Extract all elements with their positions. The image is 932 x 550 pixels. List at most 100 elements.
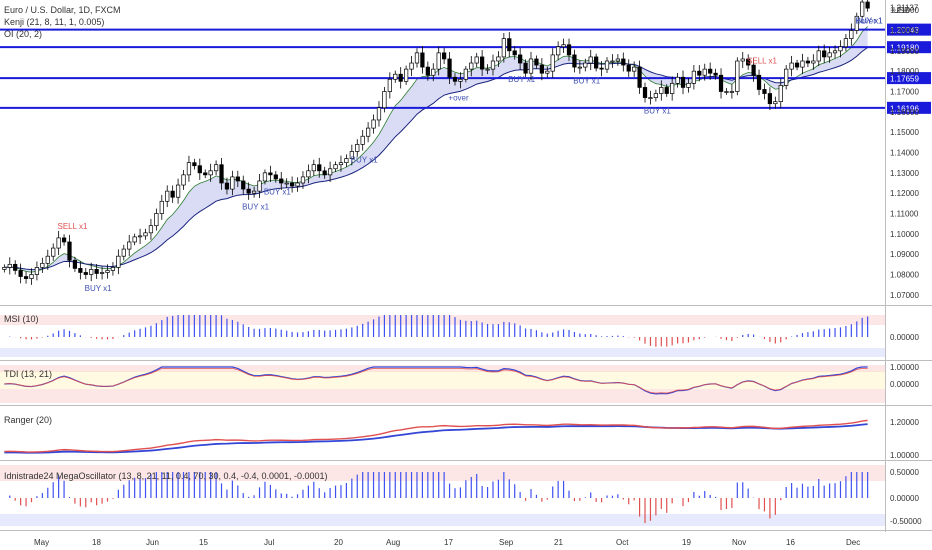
candle <box>262 172 268 182</box>
candle <box>170 190 175 198</box>
x-axis-label: 17 <box>444 538 453 547</box>
mega-tick-bottom: -0.50000 <box>890 517 922 526</box>
ranger-panel-title: Ranger (20) <box>4 415 52 425</box>
candle <box>116 255 121 268</box>
x-axis-label: 20 <box>334 538 343 547</box>
candle <box>648 97 653 99</box>
candle <box>425 66 430 76</box>
indicator-oi-label: OI (20, 2) <box>4 29 42 39</box>
ranger-lower-line <box>4 423 868 454</box>
candle <box>338 162 344 166</box>
msi-upper-band <box>0 315 885 325</box>
candle <box>409 62 414 70</box>
mega-tick-top: 0.50000 <box>890 468 919 477</box>
candle <box>496 56 501 62</box>
candle <box>235 176 240 182</box>
candle <box>789 62 794 70</box>
candle <box>686 83 691 88</box>
x-axis-label: 15 <box>199 538 208 547</box>
candle <box>137 235 143 238</box>
candle <box>2 267 7 270</box>
price-level-tag <box>887 23 931 36</box>
candle <box>251 190 257 194</box>
candle <box>550 54 555 72</box>
candle <box>653 93 658 98</box>
ranger-tick-top: 1.20000 <box>890 418 919 427</box>
ranger-upper-line <box>4 419 868 453</box>
candle <box>805 60 811 64</box>
candle <box>680 76 686 88</box>
candle <box>181 174 186 186</box>
candle <box>800 60 805 68</box>
candle <box>762 89 767 94</box>
candle <box>127 241 132 250</box>
price-tick: 1.11000 <box>890 210 919 219</box>
candle <box>746 58 751 66</box>
candle <box>295 182 300 187</box>
signal-label: BUY x1 <box>508 75 536 84</box>
price-tick: 1.16000 <box>890 108 919 117</box>
candle <box>610 60 615 63</box>
candle <box>756 74 762 90</box>
candle <box>659 87 664 94</box>
signal-label: BUY x1 <box>351 156 379 165</box>
candle <box>854 15 859 31</box>
x-axis-label: Dec <box>846 538 860 547</box>
candle <box>528 58 534 74</box>
candle <box>594 56 599 69</box>
candle <box>61 237 67 243</box>
candle <box>816 50 821 62</box>
candle <box>534 58 539 66</box>
x-axis-label: May <box>34 538 49 547</box>
price-panel[interactable]: 1.20043 1.19180 1.17659 1.16196 SELL x1 BUY x… <box>0 0 931 293</box>
signal-label: BUY x1 <box>644 106 672 115</box>
indicator-panels <box>0 315 885 526</box>
candle <box>89 269 94 275</box>
candle <box>729 91 735 93</box>
candle <box>822 50 827 58</box>
price-level-tag <box>887 41 931 54</box>
price-level-label: 1.19180 <box>890 44 919 53</box>
x-axis-label: Jul <box>264 538 274 547</box>
currency-label: USD <box>893 6 910 15</box>
signal-label: +over <box>856 17 877 26</box>
candle <box>740 58 745 62</box>
ranger-tick-bottom: 1.00000 <box>890 451 919 460</box>
candle <box>360 135 365 145</box>
candle <box>132 236 137 243</box>
candle <box>599 67 604 70</box>
candle <box>40 262 45 268</box>
price-tick: 1.17000 <box>890 88 919 97</box>
signal-label: BUY x1 <box>856 17 884 26</box>
candle <box>452 76 458 82</box>
candle <box>67 241 72 261</box>
candle <box>832 50 838 54</box>
candle <box>621 58 626 66</box>
candle <box>784 68 789 86</box>
candle <box>273 174 278 180</box>
last-price-label: 1.21137 <box>890 3 919 12</box>
candle <box>702 68 707 76</box>
candle <box>767 93 773 105</box>
candle <box>344 158 349 164</box>
candle <box>208 170 213 176</box>
candle <box>165 190 170 202</box>
candle <box>268 172 273 176</box>
candle <box>539 64 544 74</box>
fast-ma-line <box>4 26 868 273</box>
msi-lower-band <box>0 348 885 357</box>
candle <box>708 68 713 74</box>
chart-background <box>0 0 932 532</box>
candle <box>192 162 197 167</box>
candle <box>349 151 354 159</box>
candle <box>83 272 88 275</box>
candle <box>105 270 110 273</box>
ma-cloud <box>4 26 868 273</box>
candle <box>512 50 517 56</box>
candle <box>447 58 452 78</box>
candle <box>751 64 756 76</box>
x-axis-label: Aug <box>386 538 400 547</box>
candle <box>849 30 854 39</box>
candle <box>572 54 577 68</box>
